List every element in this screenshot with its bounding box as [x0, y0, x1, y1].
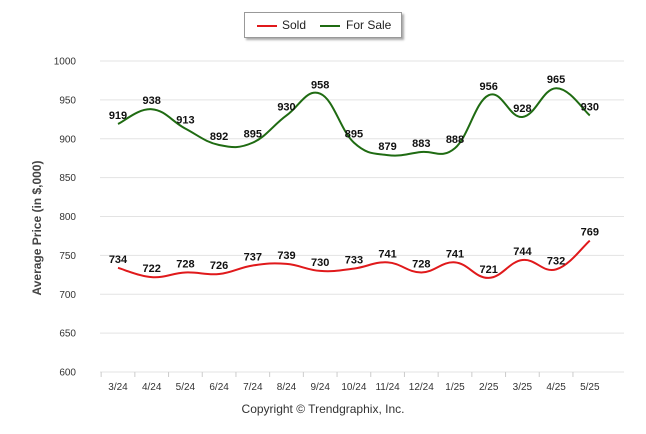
legend: Sold For Sale — [244, 12, 402, 38]
copyright-text: Copyright © Trendgraphix, Inc. — [241, 402, 405, 416]
x-tick-label: 2/25 — [479, 382, 499, 393]
y-tick-label: 600 — [59, 368, 76, 379]
x-axis-ticks: 3/24 4/24 5/24 6/24 7/24 8/24 9/24 10/24 11/24 12… — [100, 372, 600, 393]
y-tick-label: 950 — [59, 95, 76, 106]
data-label: 930 — [581, 101, 599, 113]
data-label: 733 — [345, 255, 363, 267]
y-tick-label: 700 — [59, 290, 76, 301]
legend-label-sold: Sold — [282, 18, 307, 32]
x-tick-label: 10/24 — [341, 382, 366, 393]
x-tick-label: 1/25 — [445, 382, 465, 393]
y-tick-label: 1000 — [54, 57, 77, 68]
data-label: 965 — [547, 74, 565, 86]
x-tick-label: 11/24 — [375, 382, 400, 393]
x-tick-label: 8/24 — [277, 382, 297, 393]
data-label: 913 — [176, 115, 194, 127]
data-label: 737 — [244, 251, 262, 263]
grid-lines — [100, 60, 624, 373]
legend-swatch-for-sale — [320, 25, 340, 27]
data-label: 956 — [480, 81, 498, 93]
data-label: 741 — [446, 248, 464, 260]
data-label: 728 — [412, 258, 430, 270]
data-label: 769 — [581, 227, 599, 239]
data-label: 741 — [378, 248, 396, 260]
data-label: 883 — [412, 138, 430, 150]
x-tick-label: 5/24 — [176, 382, 196, 393]
y-tick-label: 850 — [59, 173, 76, 184]
x-tick-label: 4/25 — [546, 382, 566, 393]
y-tick-label: 750 — [59, 251, 76, 262]
data-label: 938 — [143, 95, 161, 107]
data-label: 892 — [210, 131, 228, 143]
data-label: 895 — [345, 129, 363, 141]
data-label: 728 — [176, 258, 194, 270]
data-label: 958 — [311, 80, 329, 92]
y-axis-ticks: 600 650 700 750 800 850 900 950 1000 — [54, 57, 77, 379]
data-label: 879 — [378, 141, 396, 153]
data-labels: 734 722 728 726 737 739 730 733 741 728 741 721 744 7… — [109, 74, 599, 276]
x-tick-label: 4/24 — [142, 382, 162, 393]
series-line-sold — [117, 239, 591, 279]
x-tick-label: 9/24 — [310, 382, 330, 393]
y-axis-title: Average Price (in $,000) — [30, 160, 44, 296]
data-label: 928 — [513, 103, 531, 115]
x-tick-label: 7/24 — [243, 382, 263, 393]
data-label: 919 — [109, 110, 127, 122]
x-tick-label: 3/25 — [513, 382, 533, 393]
x-tick-label: 5/25 — [580, 382, 600, 393]
data-label: 732 — [547, 255, 565, 267]
data-label: 734 — [109, 254, 128, 266]
data-label: 888 — [446, 134, 464, 146]
data-label: 730 — [311, 257, 329, 269]
data-label: 721 — [480, 264, 498, 276]
x-tick-label: 6/24 — [209, 382, 229, 393]
data-label: 739 — [277, 250, 295, 262]
series-lines — [117, 87, 591, 279]
legend-label-for-sale: For Sale — [346, 18, 392, 32]
data-label: 744 — [513, 246, 532, 258]
x-tick-label: 3/24 — [108, 382, 128, 393]
data-label: 722 — [143, 263, 161, 275]
y-tick-label: 900 — [59, 134, 76, 145]
data-label: 895 — [244, 129, 262, 141]
series-line-for-sale — [117, 87, 591, 157]
data-label: 726 — [210, 260, 228, 272]
y-tick-label: 650 — [59, 329, 76, 340]
data-label: 930 — [277, 101, 295, 113]
x-tick-label: 12/24 — [409, 382, 434, 393]
y-tick-label: 800 — [59, 212, 76, 223]
legend-swatch-sold — [257, 25, 277, 27]
